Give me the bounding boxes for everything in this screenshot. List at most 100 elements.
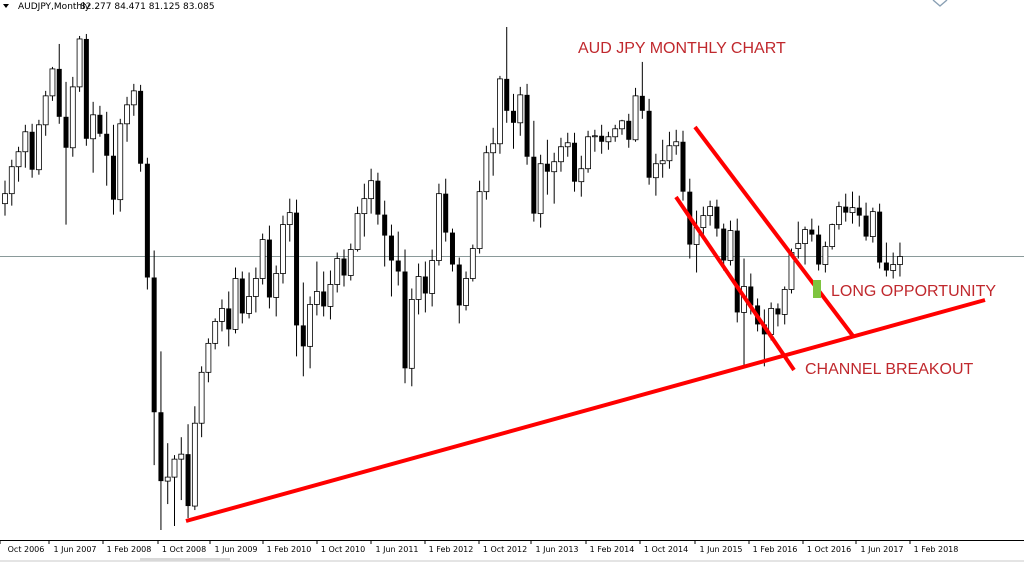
ohlc-readout: 82.277 84.471 81.125 83.085 xyxy=(80,2,215,12)
menu-caret-icon[interactable] xyxy=(3,4,9,8)
chart-title: AUD JPY MONTHLY CHART xyxy=(578,40,786,57)
candle xyxy=(124,96,130,142)
corner-arrow-icon xyxy=(932,0,948,7)
candle xyxy=(443,178,449,242)
candle xyxy=(273,265,280,317)
candle xyxy=(402,249,408,384)
candle xyxy=(883,242,889,277)
candle xyxy=(558,137,564,172)
candle xyxy=(809,218,815,242)
candle xyxy=(422,261,428,313)
candle xyxy=(869,207,876,243)
candle xyxy=(504,26,510,123)
candle xyxy=(130,83,137,116)
x-tick-label: 1 Feb 2008 xyxy=(107,545,152,554)
candle xyxy=(456,257,462,324)
x-tick-label: 1 Oct 2016 xyxy=(807,545,851,554)
candle xyxy=(436,183,442,266)
candle xyxy=(585,130,591,173)
candle xyxy=(327,270,334,320)
candle xyxy=(49,66,56,101)
candle xyxy=(469,244,476,282)
candle xyxy=(802,226,808,265)
x-tick-label: Oct 2006 xyxy=(8,545,45,554)
candle xyxy=(205,338,212,383)
candle xyxy=(775,303,781,327)
candle xyxy=(347,243,354,281)
candle xyxy=(110,124,116,215)
x-tick-label: 1 Jun 2013 xyxy=(535,545,578,554)
candle xyxy=(266,225,272,309)
candle xyxy=(300,282,306,377)
candle xyxy=(591,129,598,152)
candle xyxy=(449,228,455,272)
x-tick-label: 1 Feb 2010 xyxy=(267,545,312,554)
candle xyxy=(97,105,103,137)
long-entry-marker xyxy=(813,280,821,298)
candle xyxy=(171,455,178,527)
candle xyxy=(212,318,219,350)
candle xyxy=(252,267,259,313)
candle xyxy=(415,263,422,315)
annotation-long-opportunity: LONG OPPORTUNITY xyxy=(831,283,996,300)
candle xyxy=(524,83,530,165)
candle xyxy=(714,199,720,237)
candle xyxy=(544,139,550,195)
x-tick-label: 1 Jun 2017 xyxy=(860,545,903,554)
candle xyxy=(117,118,124,212)
candle xyxy=(497,75,503,154)
channel-upper-line xyxy=(693,125,855,338)
candle xyxy=(354,206,361,252)
x-tick-label: 1 Oct 2012 xyxy=(483,545,527,554)
candle xyxy=(226,291,232,347)
candle xyxy=(144,157,150,290)
candle xyxy=(646,98,652,185)
x-tick-label: 1 Feb 2014 xyxy=(590,545,635,554)
candle xyxy=(29,123,35,178)
candle xyxy=(178,437,185,501)
candle xyxy=(388,224,394,297)
candle xyxy=(313,261,320,316)
candle xyxy=(727,220,734,266)
candle xyxy=(395,231,401,286)
candle xyxy=(612,124,619,142)
x-tick-label: 1 Oct 2010 xyxy=(321,545,365,554)
x-tick-label: 1 Jun 2015 xyxy=(699,545,742,554)
candle xyxy=(652,153,659,196)
candle xyxy=(599,124,605,154)
candle xyxy=(382,200,388,267)
candle xyxy=(781,286,788,325)
candle xyxy=(564,132,571,157)
x-tick-label: 1 Feb 2018 xyxy=(914,545,959,554)
candle xyxy=(666,131,673,169)
x-tick-label: 1 Oct 2014 xyxy=(644,545,688,554)
candle xyxy=(286,198,293,242)
candle xyxy=(700,206,707,238)
candle xyxy=(83,33,89,146)
candle xyxy=(368,168,375,214)
candle xyxy=(334,252,341,293)
candle xyxy=(829,223,836,250)
symbol-label: AUDJPY,Monthly xyxy=(18,2,91,12)
drawn-trendlines xyxy=(185,125,986,523)
candle xyxy=(232,267,239,334)
x-tick-label: 1 Jun 2011 xyxy=(375,545,418,554)
candle xyxy=(619,119,625,135)
candle xyxy=(375,172,381,225)
candle xyxy=(56,43,62,124)
candle xyxy=(856,195,862,227)
candle xyxy=(8,159,15,206)
channel-lower-line xyxy=(674,195,796,372)
candle xyxy=(191,406,198,511)
candle xyxy=(639,61,645,119)
scroll-segment[interactable] xyxy=(140,558,230,561)
candle xyxy=(321,271,327,317)
candle xyxy=(822,241,829,273)
candle xyxy=(164,443,171,505)
candle xyxy=(22,124,29,168)
candle xyxy=(239,271,245,324)
candle xyxy=(734,218,740,323)
candle xyxy=(632,87,639,142)
candle xyxy=(408,288,415,387)
candle xyxy=(307,296,314,369)
